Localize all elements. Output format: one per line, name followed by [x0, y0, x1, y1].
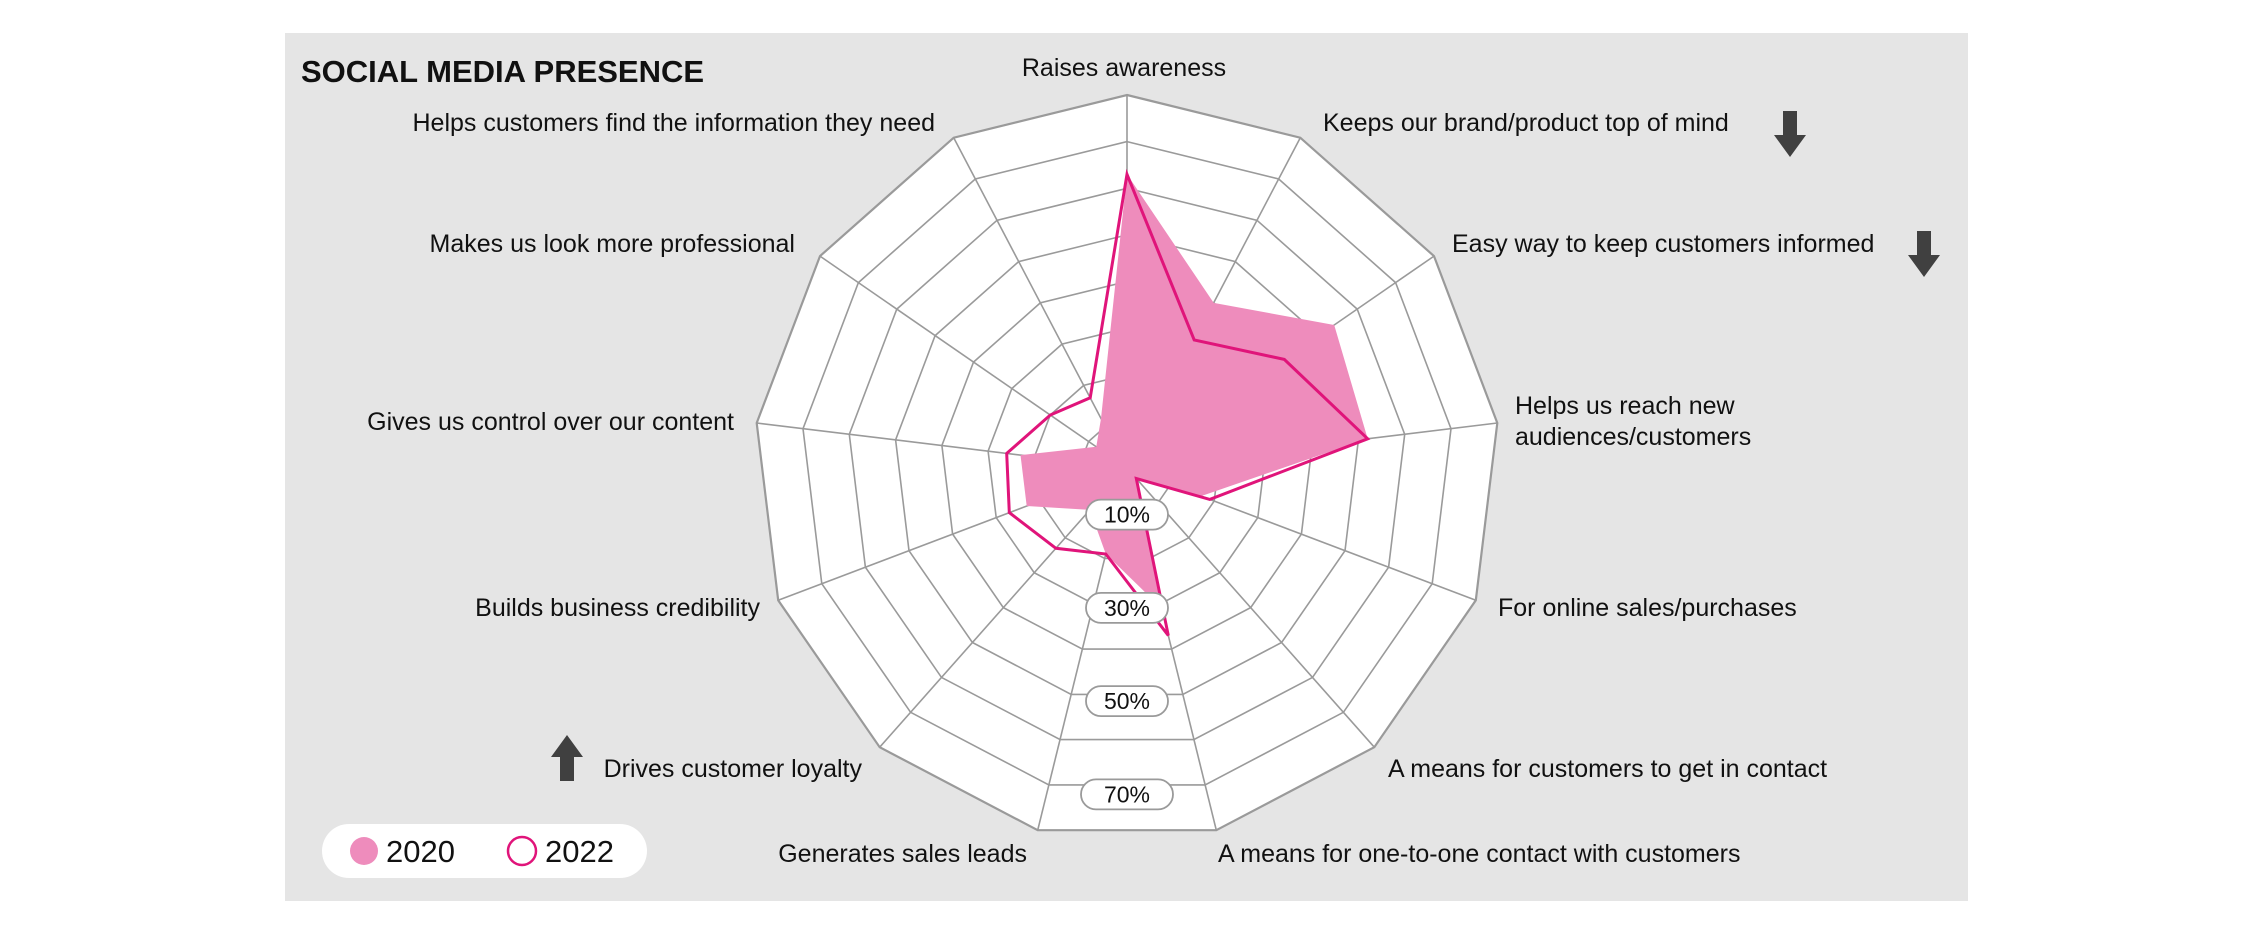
- tick-label-pill: [1085, 498, 1169, 531]
- axis-label-line: A means for customers to get in contact: [1388, 755, 1827, 783]
- trend-down-arrow-icon: [1908, 231, 1940, 277]
- tick-label: 70%: [1080, 778, 1174, 811]
- axis-label-line: Easy way to keep customers informed: [1452, 230, 1874, 258]
- axis-label-line: Gives us control over our content: [367, 408, 734, 436]
- axis-label-line: For online sales/purchases: [1498, 594, 1797, 622]
- tick-label: 50%: [1085, 685, 1169, 718]
- axis-label: Raises awareness: [1022, 54, 1226, 82]
- axis-label-line: Builds business credibility: [475, 594, 760, 622]
- tick-label-pill: [1085, 591, 1169, 624]
- trend-down-arrow-icon: [1774, 111, 1806, 157]
- axis-label: A means for customers to get in contact: [1388, 755, 1827, 783]
- axis-label: Generates sales leads: [778, 840, 1027, 868]
- axis-label-line: Helps customers find the information the…: [413, 109, 936, 137]
- axis-label-line: Helps us reach new: [1515, 392, 1736, 420]
- axis-label: For online sales/purchases: [1498, 594, 1797, 622]
- axis-label: Easy way to keep customers informed: [1452, 230, 1874, 258]
- axis-label: Builds business credibility: [475, 594, 760, 622]
- tick-label: 10%: [1085, 498, 1169, 531]
- tick-label-text: 70%: [1104, 781, 1150, 807]
- axis-label: Gives us control over our content: [367, 408, 734, 436]
- grid-ring: [755, 93, 1499, 832]
- axis-label: Helps us reach new audiences/customers: [1515, 392, 1751, 451]
- tick-label-text: 50%: [1104, 688, 1150, 714]
- axis-label-line: Raises awareness: [1022, 54, 1226, 82]
- grid-ring: [848, 187, 1406, 741]
- axis-label-line: audiences/customers: [1515, 423, 1751, 451]
- axis-label: Makes us look more professional: [430, 230, 795, 258]
- legend-2022-label: 2022: [545, 834, 614, 869]
- axis-label-line: Makes us look more professional: [430, 230, 795, 258]
- tick-label-text: 30%: [1104, 595, 1150, 621]
- tick-label-pill: [1085, 685, 1169, 718]
- legend-2020-swatch: [350, 837, 378, 865]
- legend-2020-label: 2020: [386, 834, 455, 869]
- tick-label-pill: [1080, 778, 1174, 811]
- tick-labels: 10% 30% 50% 70%: [1080, 498, 1174, 811]
- grid-spoke: [952, 137, 1128, 469]
- axis-label: Helps customers find the information the…: [413, 109, 936, 137]
- axis-label: A means for one-to-one contact with cust…: [1218, 840, 1740, 868]
- trend-up-arrow-icon: [551, 735, 583, 781]
- legend-box: [322, 824, 647, 878]
- tick-label-text: 10%: [1104, 502, 1150, 528]
- axis-label-line: Keeps our brand/product top of mind: [1323, 109, 1729, 137]
- axis-labels: Raises awareness Keeps our brand/product …: [367, 54, 1940, 868]
- axis-label-line: Drives customer loyalty: [604, 755, 863, 783]
- chart-title: SOCIAL MEDIA PRESENCE: [301, 54, 704, 89]
- axis-label: Keeps our brand/product top of mind: [1323, 109, 1729, 137]
- legend-2022-swatch: [506, 835, 538, 867]
- axis-label: Drives customer loyalty: [604, 755, 863, 783]
- axis-label-line: A means for one-to-one contact with cust…: [1218, 840, 1740, 868]
- axis-label-line: Generates sales leads: [778, 840, 1027, 868]
- grid-spoke: [819, 255, 1128, 469]
- tick-label: 30%: [1085, 591, 1169, 624]
- legend: 2020 2022: [322, 824, 647, 878]
